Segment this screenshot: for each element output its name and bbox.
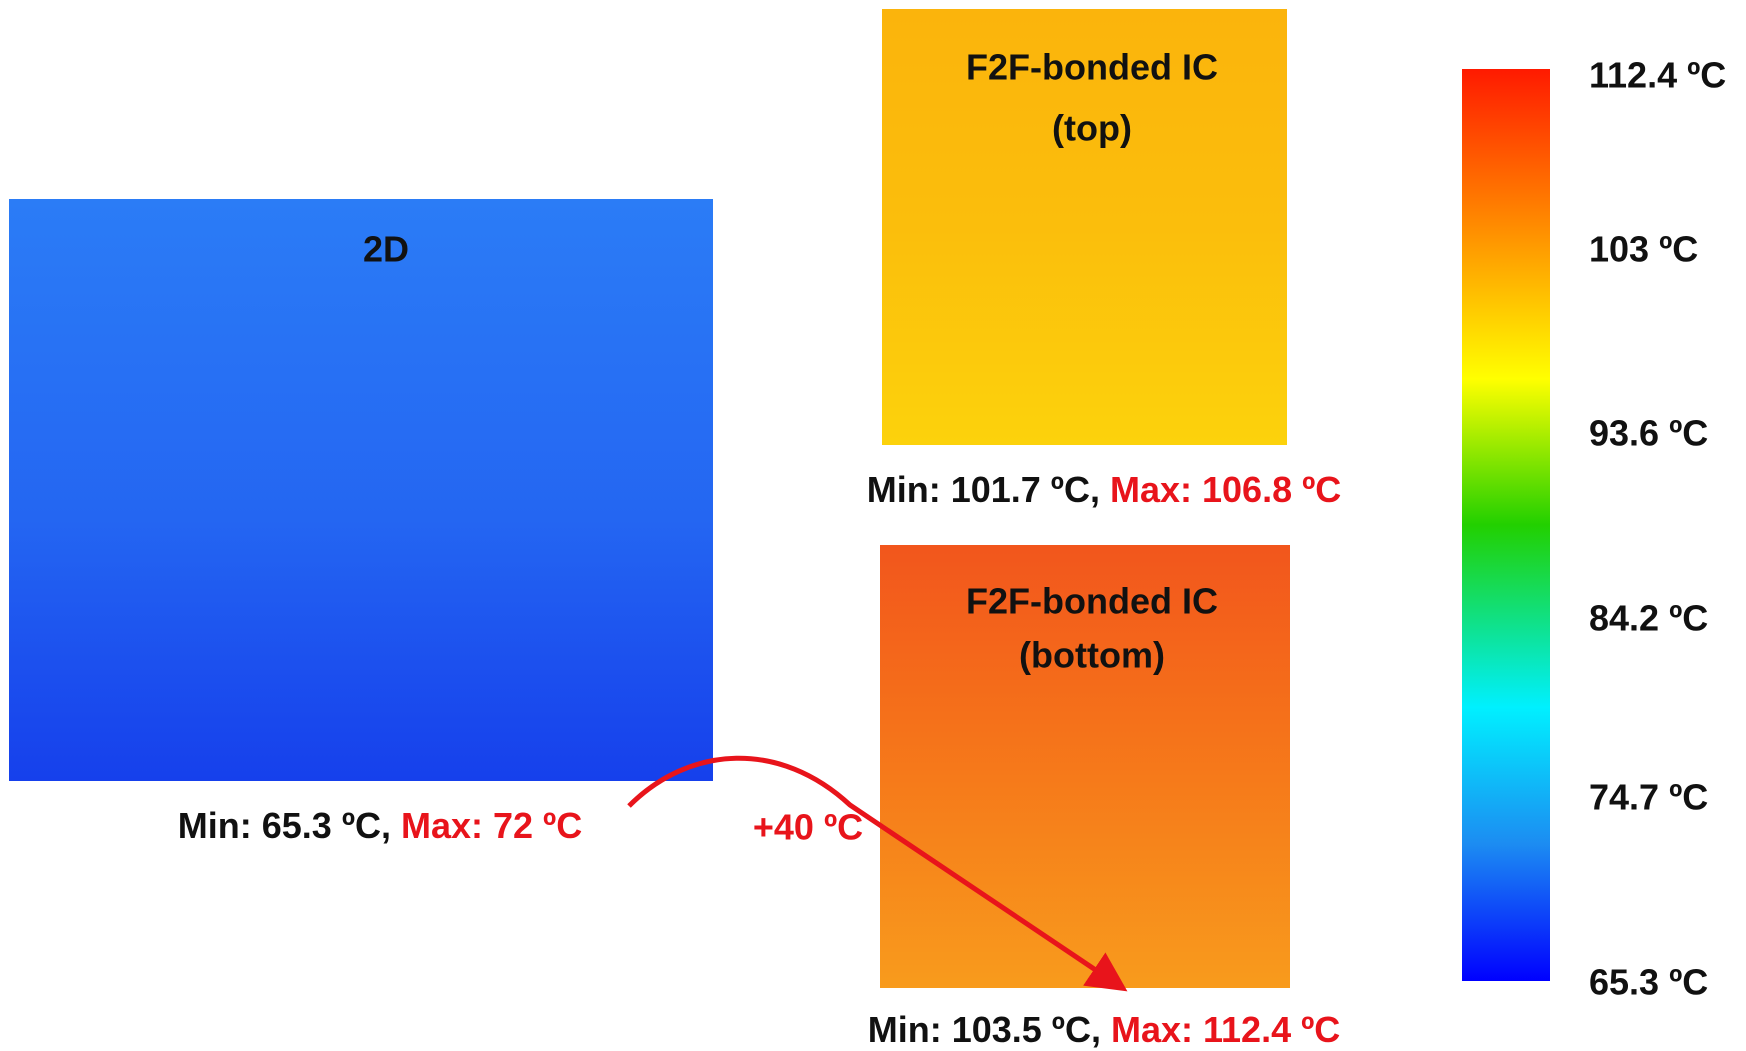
colorbar-label: 103 ºC [1589, 229, 1698, 270]
max-text: Max: 72 ºC [401, 805, 582, 846]
min-text: Min: 103.5 ºC, [868, 1009, 1101, 1050]
temperature-range: Min: 101.7 ºC, Max: 106.8 ºC [867, 469, 1342, 510]
colorbar-label: 93.6 ºC [1589, 413, 1708, 454]
temperature-range: Min: 65.3 ºC, Max: 72 ºC [178, 805, 582, 846]
colorbar [1462, 69, 1550, 981]
panel-label: F2F-bonded IC [966, 47, 1218, 88]
panel-label: F2F-bonded IC [966, 581, 1218, 622]
panel-label: (bottom) [1019, 635, 1165, 676]
colorbar-label: 65.3 ºC [1589, 962, 1708, 1003]
panel-label: 2D [363, 229, 409, 270]
temperature-range: Min: 103.5 ºC, Max: 112.4 ºC [868, 1009, 1341, 1050]
colorbar-label: 74.7 ºC [1589, 777, 1708, 818]
panel-label: (top) [1052, 108, 1132, 149]
colorbar-label: 84.2 ºC [1589, 598, 1708, 639]
thermal-map-2d [9, 199, 713, 781]
figure: +40 ºC 2D Min: 65.3 ºC, Max: 72 ºC F2F-bon… [0, 0, 1746, 1051]
max-text: Max: 106.8 ºC [1110, 469, 1341, 510]
max-text: Max: 112.4 ºC [1111, 1009, 1340, 1050]
min-text: Min: 65.3 ºC, [178, 805, 391, 846]
min-text: Min: 101.7 ºC, [867, 469, 1100, 510]
annotation: +40 ºC [753, 807, 863, 848]
colorbar-label: 112.4 ºC [1589, 55, 1726, 96]
